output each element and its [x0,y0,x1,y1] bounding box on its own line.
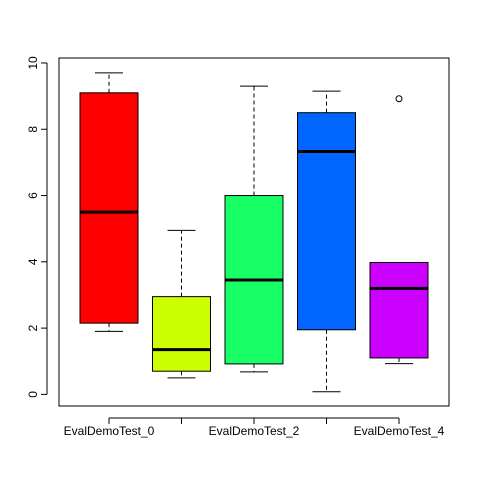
box-rect [297,112,356,331]
x-axis: EvalDemoTest_0 EvalDemoTest_2 EvalDemoTest… [64,417,445,438]
box-group-2 [224,85,284,373]
y-tick-label: 4 [26,258,40,265]
y-axis: 0 2 4 6 8 10 [26,56,48,398]
y-tick-label: 6 [26,192,40,199]
boxes-layer [79,72,429,393]
x-tick-label: EvalDemoTest_2 [209,424,300,438]
y-tick-label: 2 [26,324,40,331]
box-group-0 [79,72,139,332]
plot-frame [58,57,450,407]
box-group-4 [369,95,429,365]
y-tick-label: 10 [26,56,40,70]
y-tick-label: 0 [26,391,40,398]
box-group-3 [297,90,356,393]
box-rect [152,296,211,372]
box-group-1 [152,229,211,379]
y-tick-label: 8 [26,126,40,133]
x-tick-label: EvalDemoTest_4 [354,424,445,438]
box-rect [79,92,139,324]
x-tick-label: EvalDemoTest_0 [64,424,155,438]
outlier-point [395,95,403,103]
box-rect [369,261,429,359]
